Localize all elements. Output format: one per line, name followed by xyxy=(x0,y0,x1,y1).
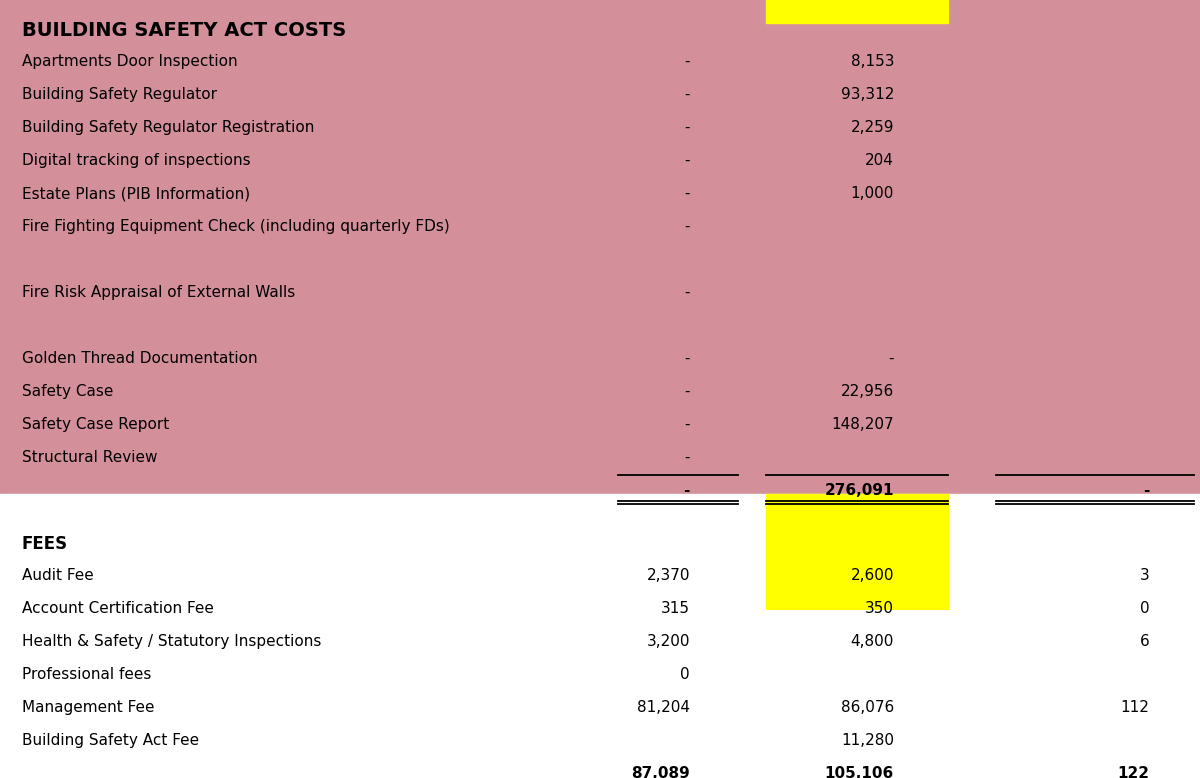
Bar xyxy=(766,0,948,23)
Text: 22,956: 22,956 xyxy=(841,384,894,398)
Text: 81,204: 81,204 xyxy=(637,700,690,715)
Text: 8,153: 8,153 xyxy=(851,54,894,69)
Text: BUILDING SAFETY ACT COSTS: BUILDING SAFETY ACT COSTS xyxy=(22,21,346,40)
Text: 105,106: 105,106 xyxy=(824,766,894,778)
Text: -: - xyxy=(888,351,894,366)
Text: -: - xyxy=(684,186,690,201)
Text: 6: 6 xyxy=(1140,634,1150,649)
Text: -: - xyxy=(684,482,690,497)
Text: -: - xyxy=(684,54,690,69)
Text: 11,280: 11,280 xyxy=(841,733,894,748)
Text: Building Safety Act Fee: Building Safety Act Fee xyxy=(22,733,199,748)
Text: 3: 3 xyxy=(1140,568,1150,584)
Text: 3,200: 3,200 xyxy=(647,634,690,649)
Text: 2,370: 2,370 xyxy=(647,568,690,584)
Text: Golden Thread Documentation: Golden Thread Documentation xyxy=(22,351,257,366)
Bar xyxy=(0,494,1200,610)
Bar xyxy=(766,494,948,769)
Text: 350: 350 xyxy=(865,601,894,616)
Text: Safety Case: Safety Case xyxy=(22,384,113,398)
Text: Account Certification Fee: Account Certification Fee xyxy=(22,601,214,616)
Text: Structural Review: Structural Review xyxy=(22,450,157,464)
Text: 276,091: 276,091 xyxy=(824,482,894,497)
Text: Fire Fighting Equipment Check (including quarterly FDs): Fire Fighting Equipment Check (including… xyxy=(22,219,449,234)
Text: Building Safety Regulator: Building Safety Regulator xyxy=(22,87,216,102)
Text: -: - xyxy=(684,219,690,234)
Text: -: - xyxy=(684,351,690,366)
Text: Professional fees: Professional fees xyxy=(22,667,151,682)
Text: Estate Plans (PIB Information): Estate Plans (PIB Information) xyxy=(22,186,250,201)
Text: 315: 315 xyxy=(661,601,690,616)
Text: Building Safety Regulator Registration: Building Safety Regulator Registration xyxy=(22,120,314,135)
Bar xyxy=(766,733,948,776)
Text: 93,312: 93,312 xyxy=(841,87,894,102)
Text: 2,600: 2,600 xyxy=(851,568,894,584)
Bar xyxy=(0,0,1200,494)
Text: Fire Risk Appraisal of External Walls: Fire Risk Appraisal of External Walls xyxy=(22,285,295,300)
Bar xyxy=(0,733,1200,776)
Text: 112: 112 xyxy=(1121,700,1150,715)
Text: FEES: FEES xyxy=(22,535,67,553)
Text: -: - xyxy=(684,120,690,135)
Text: Health & Safety / Statutory Inspections: Health & Safety / Statutory Inspections xyxy=(22,634,320,649)
Bar xyxy=(766,761,948,778)
Text: Audit Fee: Audit Fee xyxy=(22,568,94,584)
Text: Safety Case Report: Safety Case Report xyxy=(22,417,169,432)
Text: -: - xyxy=(684,417,690,432)
Text: 204: 204 xyxy=(865,153,894,168)
Text: -: - xyxy=(684,285,690,300)
Text: 87,089: 87,089 xyxy=(631,766,690,778)
Text: Apartments Door Inspection: Apartments Door Inspection xyxy=(22,54,238,69)
Text: 86,076: 86,076 xyxy=(841,700,894,715)
Text: Management Fee: Management Fee xyxy=(22,700,154,715)
Bar xyxy=(0,761,1200,778)
Text: -: - xyxy=(684,384,690,398)
Text: 4,800: 4,800 xyxy=(851,634,894,649)
Text: 148,207: 148,207 xyxy=(832,417,894,432)
Text: -: - xyxy=(684,450,690,464)
Text: 1,000: 1,000 xyxy=(851,186,894,201)
Text: Digital tracking of inspections: Digital tracking of inspections xyxy=(22,153,251,168)
Text: 0: 0 xyxy=(680,667,690,682)
Text: 2,259: 2,259 xyxy=(851,120,894,135)
Text: 122: 122 xyxy=(1117,766,1150,778)
Text: -: - xyxy=(684,153,690,168)
Text: -: - xyxy=(684,87,690,102)
Text: 0: 0 xyxy=(1140,601,1150,616)
Text: -: - xyxy=(1144,482,1150,497)
